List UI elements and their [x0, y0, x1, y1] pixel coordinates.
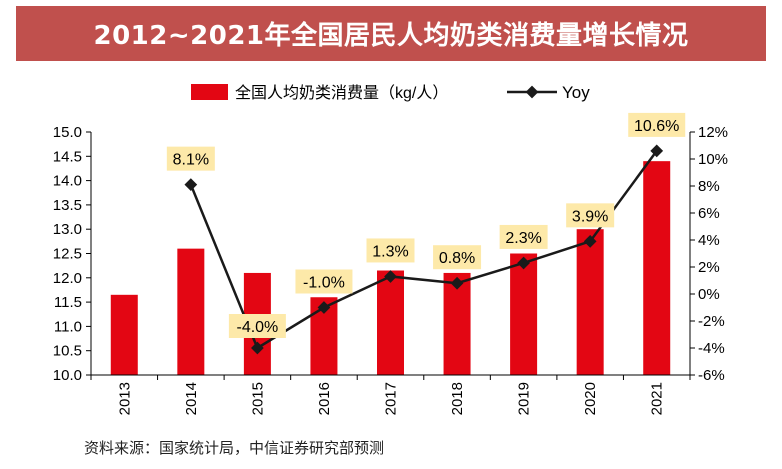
legend-line-label: Yoy: [562, 83, 590, 102]
left-tick-label: 12.5: [53, 246, 82, 263]
x-tick-label-2015: 2015: [249, 382, 266, 415]
bar-2020: [576, 229, 604, 375]
x-tick-label-2016: 2016: [316, 382, 333, 415]
legend-bar-label: 全国人均奶类消费量（kg/人）: [235, 84, 448, 102]
yoy-marker-2014: [184, 178, 198, 192]
right-tick-label: -2%: [698, 313, 725, 330]
bar-2014: [177, 248, 205, 375]
x-tick-label-2021: 2021: [649, 382, 666, 415]
left-tick-label: 11.5: [54, 294, 82, 311]
yoy-marker-2017: [384, 270, 397, 283]
bar-2019: [510, 253, 538, 375]
right-tick-label: -6%: [698, 367, 725, 384]
x-tick-label-2019: 2019: [516, 382, 533, 415]
yoy-marker-2015: [251, 341, 264, 355]
bar-2017: [377, 270, 404, 375]
yoy-label-2018: 0.8%: [439, 250, 475, 267]
left-tick-label: 14.5: [53, 148, 82, 165]
source-note: 资料来源：国家统计局，中信证券研究部预测: [84, 439, 385, 457]
left-tick-label: 15.0: [53, 124, 82, 141]
left-tick-label: 11.0: [54, 318, 82, 335]
legend-bar-swatch: [191, 84, 228, 100]
chart-title: 2012~2021年全国居民人均奶类消费量增长情况: [93, 21, 689, 51]
x-tick-label-2014: 2014: [183, 382, 200, 415]
yoy-marker-2016: [317, 301, 331, 314]
yoy-label-box-2020: [566, 203, 615, 228]
x-tick-label-2017: 2017: [383, 382, 400, 415]
yoy-label-box-2017: [366, 238, 415, 263]
yoy-label-2019: 2.3%: [505, 230, 541, 247]
yoy-label-box-2021: [628, 112, 686, 137]
yoy-label-2020: 3.9%: [572, 208, 608, 225]
yoy-label-box-2016: [295, 269, 353, 294]
yoy-label-2016: -1.0%: [303, 275, 345, 292]
left-tick-label: 12.0: [53, 270, 82, 287]
bar-2018: [443, 272, 471, 375]
yoy-line: [189, 150, 658, 350]
left-tick-label: 10.0: [53, 367, 82, 384]
bar-2021: [643, 161, 671, 375]
x-tick-label-2018: 2018: [449, 382, 466, 415]
x-tick-label-2013: 2013: [116, 382, 133, 415]
right-tick-label: 4%: [698, 232, 720, 249]
yoy-label-box-2014: [166, 146, 215, 171]
right-tick-label: 10%: [698, 151, 728, 168]
right-tick-label: 12%: [698, 124, 728, 141]
left-tick-label: 13.0: [53, 221, 82, 238]
yoy-label-2014: 8.1%: [173, 152, 209, 169]
yoy-label-2021: 10.6%: [634, 118, 679, 135]
left-tick-label: 10.5: [53, 343, 82, 360]
right-tick-label: 0%: [698, 286, 720, 303]
right-tick-label: 6%: [698, 205, 720, 222]
yoy-marker-2018: [450, 276, 464, 290]
yoy-label-2015: -4.0%: [236, 319, 278, 336]
right-tick-label: -4%: [698, 340, 725, 357]
yoy-label-box-2015: [228, 314, 286, 338]
yoy-label-2017: 1.3%: [372, 243, 408, 260]
left-tick-label: 14.0: [53, 173, 82, 190]
right-tick-label: 2%: [698, 259, 720, 276]
chart-title-banner: 2012~2021年全国居民人均奶类消费量增长情况: [16, 6, 766, 61]
legend-line-marker: [525, 85, 539, 99]
yoy-label-box-2018: [433, 245, 482, 270]
yoy-label-box-2019: [499, 224, 548, 249]
right-tick-label: 8%: [698, 178, 720, 195]
x-tick-label-2020: 2020: [582, 382, 599, 415]
bar-2013: [110, 294, 138, 375]
left-tick-label: 13.5: [53, 197, 82, 214]
